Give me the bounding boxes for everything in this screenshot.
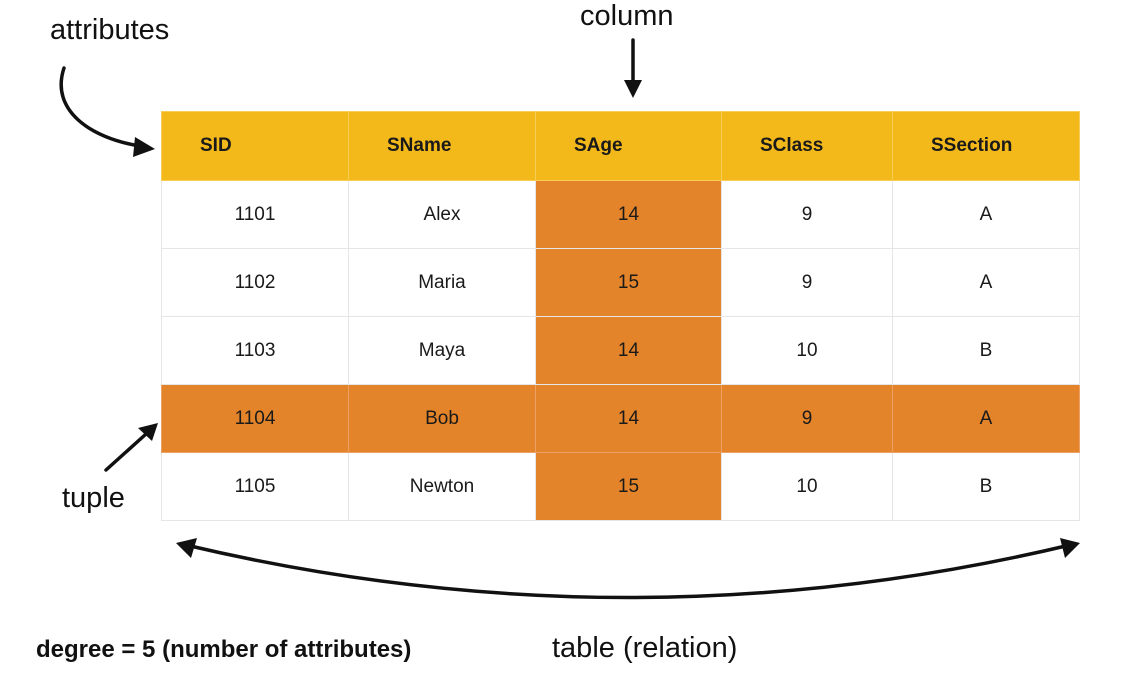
tuple-arrow: [104, 432, 148, 472]
cell-sage: 14: [535, 180, 722, 249]
cell-ssection: A: [892, 180, 1080, 249]
cell-sid: 1101: [161, 180, 349, 249]
cell-sname: Maria: [348, 248, 536, 317]
column-label: column: [580, 0, 674, 32]
attributes-arrowhead: [133, 137, 155, 157]
attribute-header-row: SID SName SAge SClass SSection: [161, 111, 1080, 181]
cell-sname: Maya: [348, 316, 536, 385]
table-row: 1103 Maya 14 10 B: [161, 316, 1080, 385]
cell-sclass: 9: [721, 384, 893, 453]
cell-sclass: 9: [721, 248, 893, 317]
tuple-row: 1104 Bob 14 9 A: [161, 384, 1080, 453]
cell-sname: Alex: [348, 180, 536, 249]
table-relation-label: table (relation): [552, 632, 738, 664]
table-span-arrow: [184, 543, 1072, 600]
tuple-label: tuple: [62, 482, 125, 514]
header-sid: SID: [161, 111, 349, 181]
header-sclass: SClass: [721, 111, 893, 181]
degree-label: degree = 5 (number of attributes): [36, 636, 412, 663]
column-arrowhead: [624, 80, 642, 98]
header-ssection: SSection: [892, 111, 1080, 181]
cell-ssection: B: [892, 316, 1080, 385]
cell-sclass: 10: [721, 452, 893, 521]
cell-sid: 1105: [161, 452, 349, 521]
header-sage: SAge: [535, 111, 722, 181]
table-row: 1101 Alex 14 9 A: [161, 180, 1080, 249]
cell-sid: 1104: [161, 384, 349, 453]
attributes-arrow: [59, 66, 142, 148]
cell-sid: 1103: [161, 316, 349, 385]
table-span-right-arrowhead: [1060, 538, 1080, 558]
cell-sage: 15: [535, 452, 722, 521]
table-span-left-arrowhead: [176, 538, 197, 558]
cell-sid: 1102: [161, 248, 349, 317]
tuple-arrowhead: [138, 423, 158, 441]
header-sname: SName: [348, 111, 536, 181]
cell-sage: 15: [535, 248, 722, 317]
cell-ssection: A: [892, 384, 1080, 453]
cell-sage: 14: [535, 384, 722, 453]
relation-table: SID SName SAge SClass SSection 1101 Alex…: [161, 111, 1080, 521]
table-row: 1102 Maria 15 9 A: [161, 248, 1080, 317]
table-row: 1105 Newton 15 10 B: [161, 452, 1080, 521]
attributes-label: attributes: [50, 14, 170, 46]
cell-sname: Newton: [348, 452, 536, 521]
cell-sclass: 9: [721, 180, 893, 249]
cell-ssection: B: [892, 452, 1080, 521]
